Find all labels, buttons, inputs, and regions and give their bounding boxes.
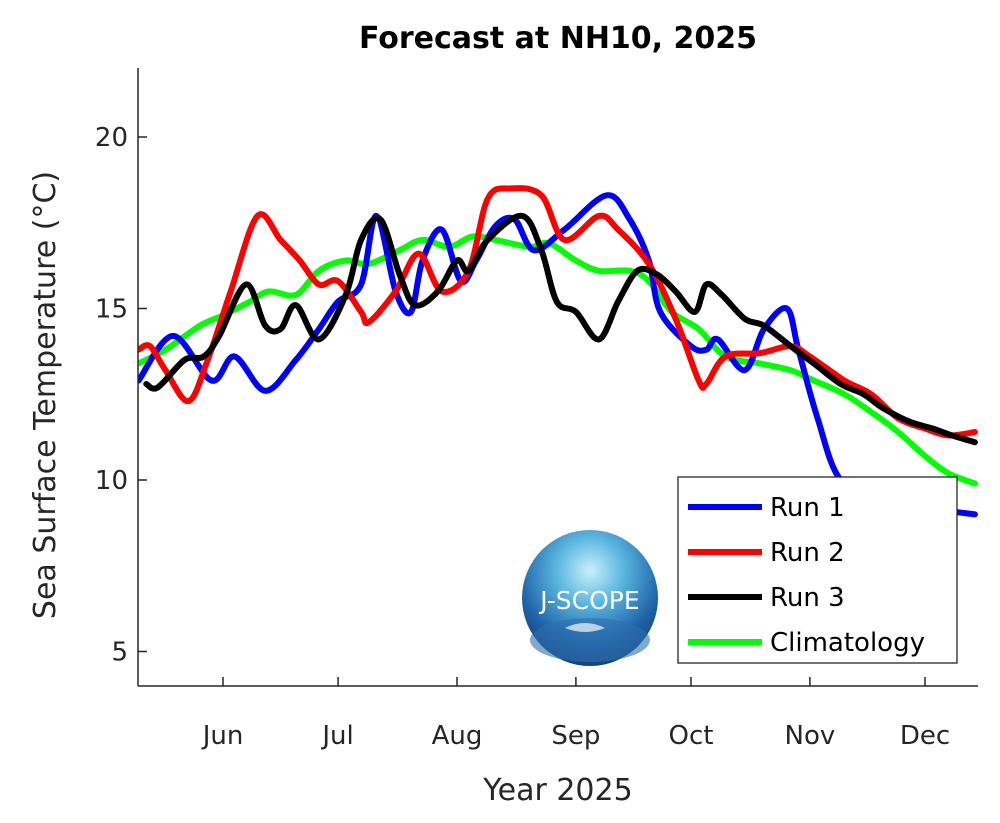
- legend-label: Climatology: [770, 628, 925, 658]
- y-tick-label: 20: [95, 123, 128, 153]
- x-ticks: Jun Jul Aug Sep Oct Nov Dec: [201, 677, 950, 751]
- y-axis-label: Sea Surface Temperature (°C): [28, 171, 63, 619]
- y-ticks: 5 10 15 20: [95, 123, 147, 668]
- logo-text: J-SCOPE: [538, 586, 639, 615]
- series-line-run-3: [143, 212, 978, 446]
- j-scope-logo: J-SCOPE: [522, 530, 658, 666]
- x-tick-label: Jul: [320, 721, 353, 751]
- legend-label: Run 3: [770, 583, 845, 613]
- y-tick-label: 10: [95, 466, 128, 496]
- series-line-run-2: [138, 185, 978, 439]
- x-tick-label: Dec: [900, 721, 950, 751]
- x-axis-label: Year 2025: [482, 773, 632, 808]
- y-tick-label: 5: [111, 638, 128, 668]
- series-layer: [138, 185, 978, 518]
- legend: Run 1 Run 2 Run 3 Climatology: [677, 476, 958, 664]
- x-tick-label: Aug: [432, 721, 483, 751]
- y-tick-label: 15: [95, 295, 128, 325]
- x-tick-label: Oct: [669, 721, 714, 751]
- axes: [137, 68, 978, 687]
- x-tick-label: Sep: [551, 721, 600, 751]
- legend-label: Run 2: [770, 538, 845, 568]
- chart-title: Forecast at NH10, 2025: [359, 21, 757, 56]
- legend-label: Run 1: [770, 493, 845, 523]
- series-line-run-1: [138, 192, 978, 518]
- series-line-climatology: [138, 233, 978, 487]
- x-tick-label: Jun: [201, 721, 244, 751]
- x-tick-label: Nov: [785, 721, 836, 751]
